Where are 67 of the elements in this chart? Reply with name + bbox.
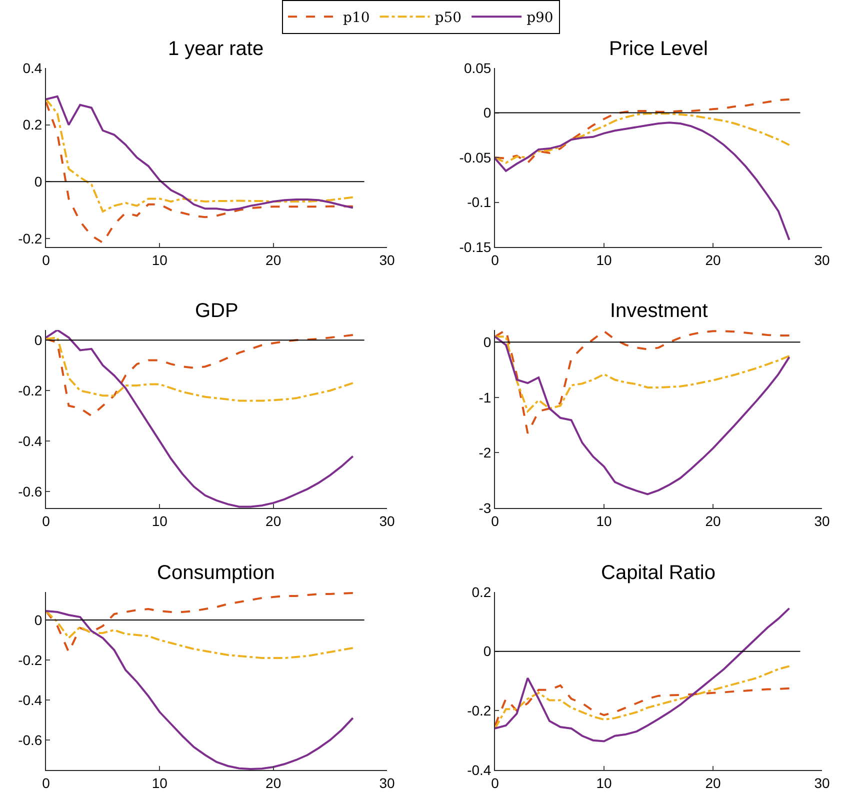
chart-title: Investment [610,300,708,322]
x-tick-label: 30 [379,774,395,791]
x-tick-label: 10 [596,774,612,791]
y-tick-label: 0.05 [464,60,492,76]
chart-title: Price Level [609,38,708,60]
y-tick-label: 0 [34,332,42,348]
x-tick-label: 30 [814,774,830,791]
x-tick-label: 30 [379,252,395,268]
y-tick-label: -0.2 [18,230,42,246]
line-series [46,610,354,770]
y-tick-label: -1 [478,389,492,406]
x-tick-label: 30 [379,512,395,529]
x-tick-label: 10 [152,512,168,529]
y-tick-label: -3 [478,500,492,516]
chart-title: 1 year rate [168,38,264,60]
line-series [495,336,790,496]
x-tick-label: 10 [152,252,168,268]
y-tick-label: 0 [34,612,42,628]
y-tick-label: -0.4 [467,762,492,778]
legend-label: p10 [343,10,370,26]
line-series [495,98,790,164]
y-tick-label: -0.6 [18,732,42,748]
line-series [495,684,790,726]
line-series [495,336,790,412]
chart-title: Capital Ratio [601,562,716,584]
y-tick-label: 0 [483,643,492,660]
y-tick-label: -0.4 [18,432,42,449]
line-series [46,101,354,244]
line-series [46,592,354,653]
x-tick-label: 20 [266,774,282,791]
x-tick-label: 20 [705,512,721,529]
x-tick-label: 20 [705,252,721,268]
line-series [46,334,354,417]
x-tick-label: 10 [152,774,168,791]
y-tick-label: -0.1 [467,194,492,210]
y-tick-label: -0.05 [459,149,492,166]
x-tick-label: 20 [266,252,282,268]
y-tick-label: 0.2 [22,116,42,133]
line-series [495,122,790,241]
legend-label: p50 [434,10,462,26]
legend-label: p90 [526,10,554,26]
x-tick-label: 20 [705,774,721,791]
y-tick-label: 0.2 [472,584,492,600]
line-series [495,112,790,164]
line-series [495,665,790,730]
y-tick-label: -0.2 [18,382,42,398]
y-tick-label: -0.2 [18,652,42,668]
x-tick-label: 20 [266,512,282,529]
line-series [46,610,354,659]
line-series [495,330,790,434]
y-tick-label: -2 [478,444,492,461]
line-series [495,607,790,742]
y-tick-label: 0 [483,334,492,350]
chart-title: GDP [195,300,238,322]
y-tick-label: 0 [483,104,492,121]
x-tick-label: 10 [596,512,612,529]
line-series [46,336,354,402]
chart-title: Consumption [157,562,275,584]
x-tick-label: 30 [814,512,830,529]
y-tick-label: -0.6 [18,483,42,500]
x-tick-label: 10 [596,252,612,268]
x-tick-label: 30 [814,252,830,268]
y-tick-label: -0.4 [18,692,42,708]
y-tick-label: 0 [34,174,42,190]
y-tick-label: 0.4 [22,60,42,76]
y-tick-label: -0.2 [467,702,492,719]
y-tick-label: -0.15 [459,238,492,255]
